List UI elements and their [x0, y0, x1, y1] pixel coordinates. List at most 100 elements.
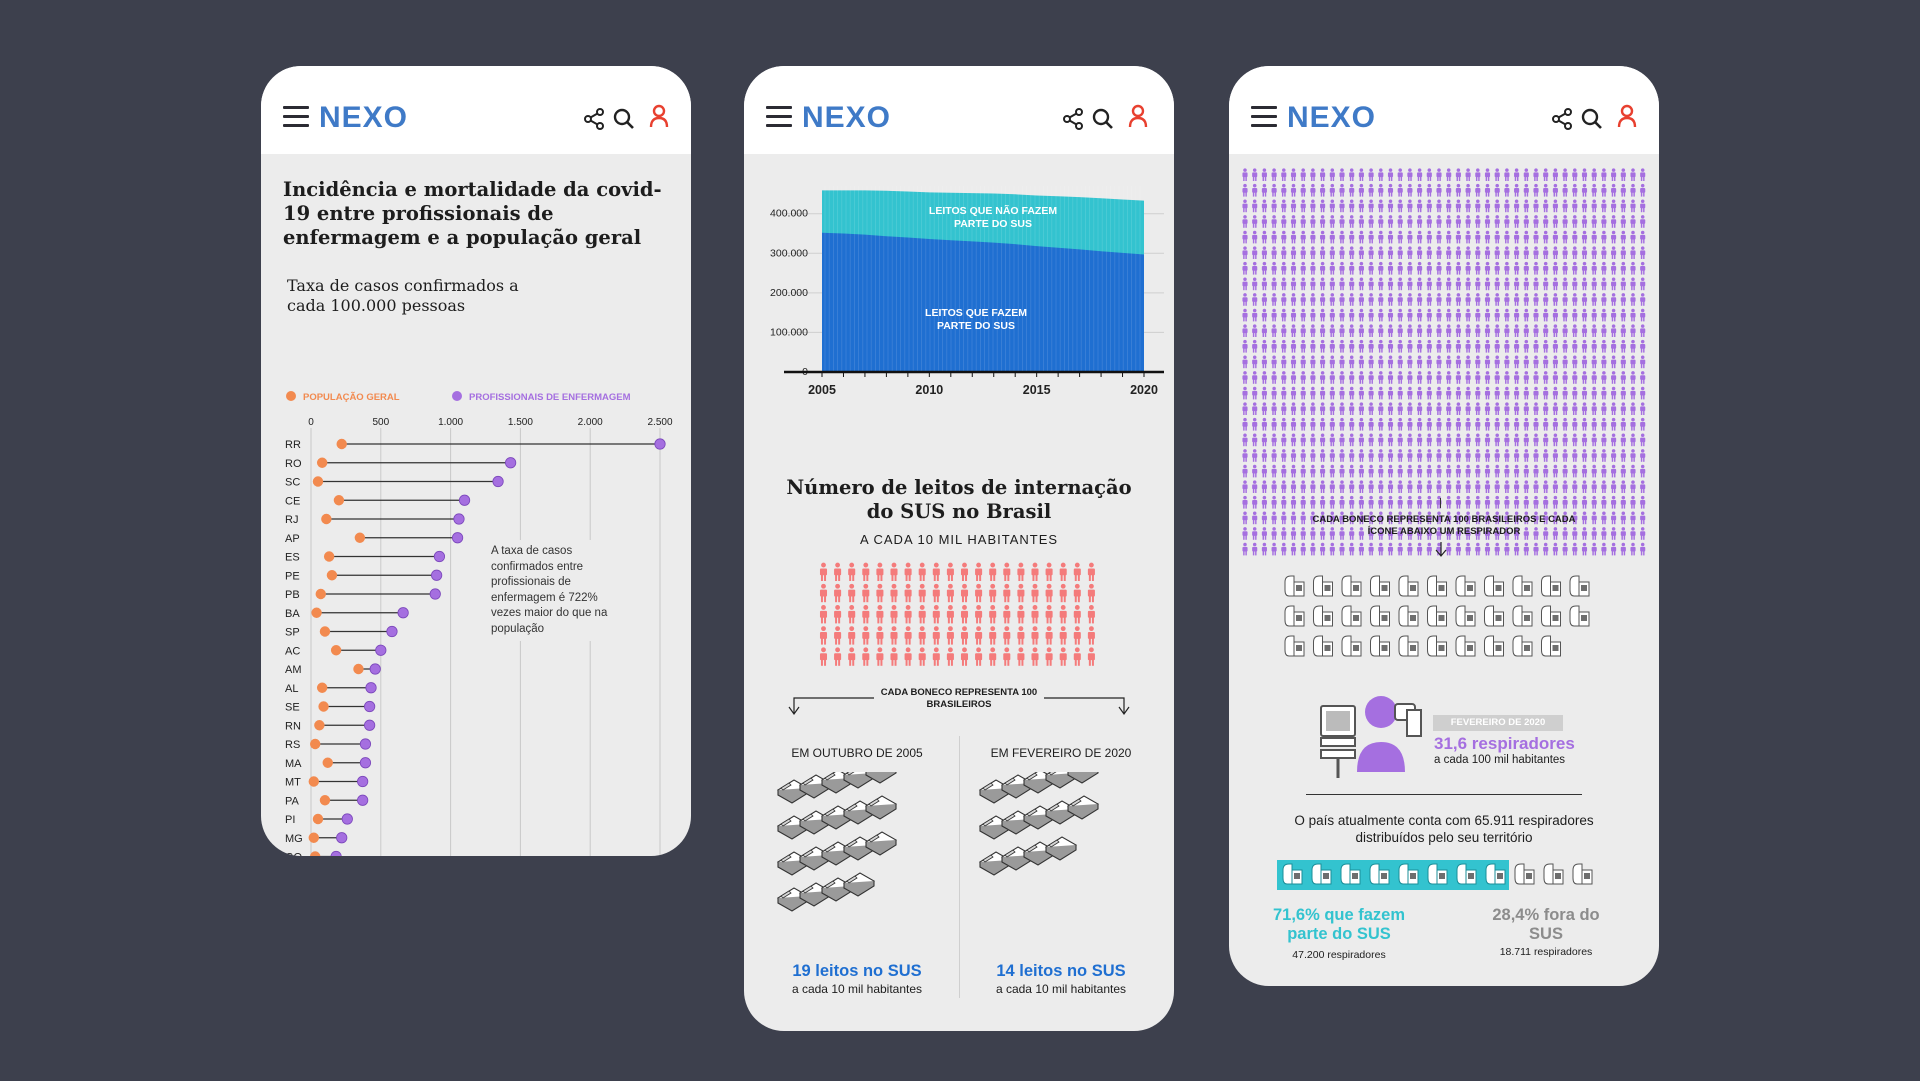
person-icon [1329, 293, 1335, 306]
person-icon [1562, 324, 1568, 337]
person-icon [1523, 183, 1529, 197]
row-label: RO [285, 458, 302, 470]
person-icon [1320, 277, 1326, 291]
search-icon[interactable] [1581, 108, 1603, 130]
person-icon [1514, 495, 1520, 509]
user-icon[interactable] [649, 104, 669, 128]
respirator-icon [1370, 605, 1390, 627]
nurse-point [505, 457, 517, 469]
person-icon [1339, 433, 1345, 447]
hamburger-icon[interactable] [1251, 106, 1277, 128]
person-icon [989, 626, 997, 645]
person-icon [1494, 308, 1500, 322]
person-icon [1552, 199, 1558, 213]
person-icon [1552, 261, 1558, 275]
person-icon [1271, 495, 1277, 509]
person-icon [1562, 433, 1568, 447]
person-icon [1261, 511, 1267, 525]
person-icon [1475, 464, 1481, 478]
y-tick-label: 400.000 [770, 208, 808, 220]
person-icon [1339, 293, 1345, 306]
person-icon [1242, 277, 1248, 291]
person-icon [1387, 511, 1394, 525]
person-icon [1591, 495, 1597, 509]
respirator-icon [1455, 605, 1476, 627]
person-icon [1552, 542, 1558, 556]
person-icon [1368, 371, 1374, 384]
person-icon [1581, 230, 1588, 244]
hamburger-icon[interactable] [283, 106, 309, 128]
nexo-logo[interactable]: NEXO [802, 102, 922, 132]
respirator-icon [1398, 575, 1419, 597]
person-icon [1455, 199, 1461, 213]
person-icon [1417, 449, 1423, 462]
population-point [308, 832, 319, 843]
person-icon [1494, 215, 1500, 228]
person-icon [1514, 355, 1520, 369]
person-icon [1339, 183, 1345, 197]
person-icon [1329, 527, 1335, 540]
person-icon [1572, 542, 1578, 556]
person-icon [1387, 246, 1394, 259]
search-icon[interactable] [1092, 108, 1114, 130]
person-icon [1300, 355, 1306, 369]
person-icon [1368, 542, 1374, 556]
person-icon [1349, 355, 1355, 369]
person-icon [1620, 355, 1626, 369]
person-icon [1640, 230, 1646, 244]
person-icon [1252, 215, 1258, 228]
nurse-point [365, 682, 377, 694]
user-icon[interactable] [1128, 104, 1148, 128]
person-icon [1329, 433, 1335, 447]
person-icon [1310, 464, 1316, 478]
person-icon [1378, 355, 1384, 369]
person-icon [1446, 511, 1452, 525]
person-icon [1504, 464, 1510, 478]
person-icon [1611, 511, 1617, 525]
left-heading: EM OUTUBRO DE 2005 [791, 746, 923, 760]
person-icon [1261, 324, 1267, 337]
person-icon [1533, 464, 1539, 478]
nurse-point [357, 775, 369, 788]
person-icon [1073, 583, 1081, 603]
person-icon [1252, 464, 1258, 478]
person-icon [1320, 480, 1326, 493]
person-icon [1320, 433, 1326, 447]
person-icon [1436, 183, 1442, 197]
hamburger-icon[interactable] [766, 106, 792, 128]
nexo-logo[interactable]: NEXO [319, 102, 439, 132]
person-icon [1426, 199, 1432, 213]
person-icon [1543, 308, 1549, 322]
person-icon [1475, 246, 1481, 259]
person-icon [1484, 371, 1491, 384]
person-icon [1552, 168, 1558, 181]
population-point [323, 551, 335, 562]
person-icon [1397, 261, 1403, 275]
person-icon [1640, 355, 1646, 369]
person-icon [1426, 215, 1432, 228]
share-icon[interactable] [583, 108, 605, 130]
share-icon[interactable] [1062, 108, 1084, 130]
person-icon [1446, 215, 1452, 228]
person-icon [1552, 480, 1558, 493]
nexo-logo[interactable]: NEXO [1287, 102, 1407, 132]
person-icon [904, 583, 912, 603]
person-icon [1252, 449, 1258, 462]
person-icon [1630, 355, 1636, 369]
person-icon [1349, 449, 1355, 462]
user-icon[interactable] [1617, 104, 1637, 128]
search-icon[interactable] [613, 108, 635, 130]
person-icon [1271, 480, 1277, 493]
person-icon [1300, 480, 1306, 493]
person-icon [1300, 199, 1306, 213]
person-icon [1601, 402, 1607, 415]
share-icon[interactable] [1551, 108, 1573, 130]
person-icon [1407, 417, 1413, 431]
person-icon [1281, 183, 1287, 197]
person-icon [1552, 183, 1558, 197]
respirator-icon [1311, 863, 1332, 885]
person-icon [1261, 277, 1267, 291]
person-icon [1514, 199, 1520, 213]
row-label: MT [285, 777, 301, 789]
person-icon [1562, 495, 1568, 509]
